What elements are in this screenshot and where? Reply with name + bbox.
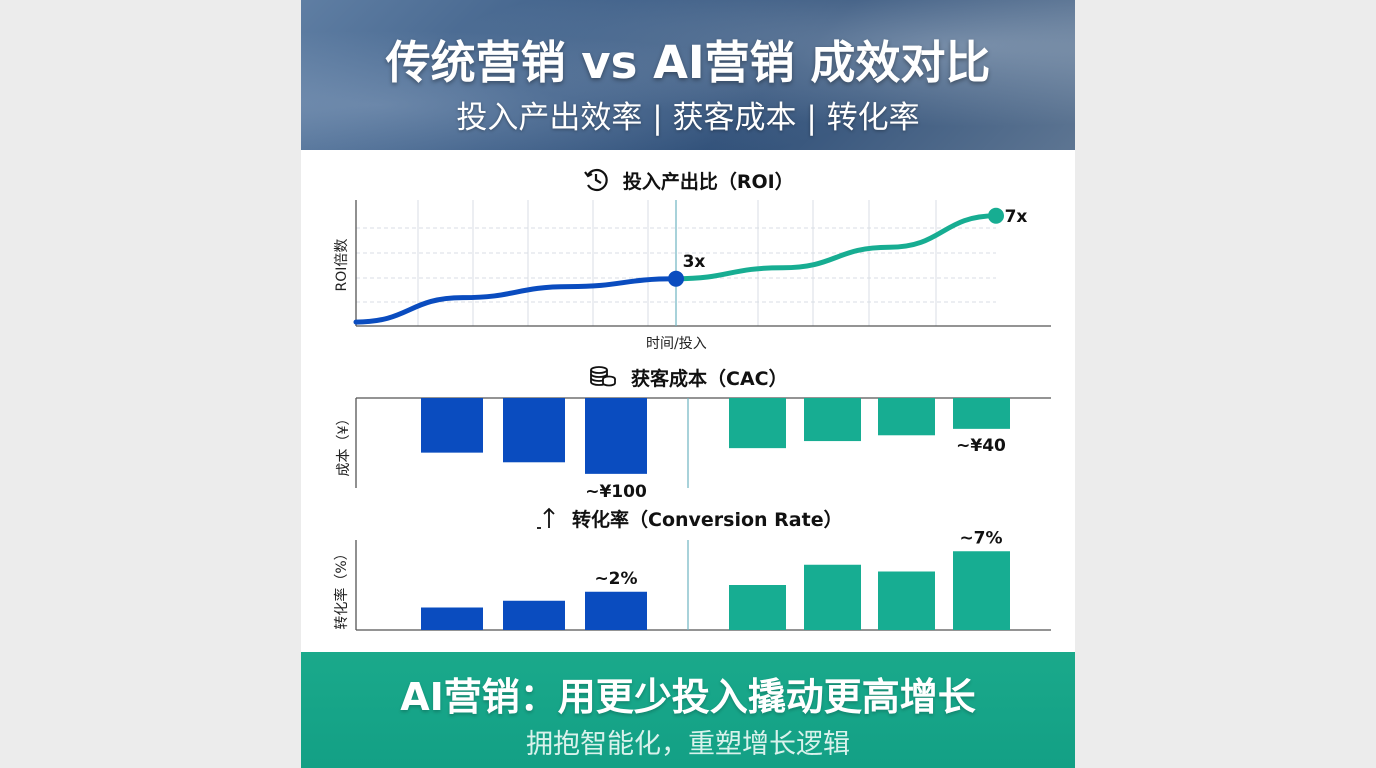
roi-chart-title-row: 投入产出比（ROI） — [301, 166, 1075, 199]
cac-ai-bar — [878, 398, 935, 436]
cac-label-40: ~¥40 — [956, 436, 1006, 456]
roi-point-7x — [988, 207, 1004, 224]
roi-ai-line — [673, 213, 999, 282]
roi-y-axis-label: ROI倍数 — [334, 238, 350, 292]
roi-label-3x: 3x — [683, 252, 706, 272]
roi-traditional-line — [353, 276, 679, 325]
conversion-y-axis-label: 转化率（%） — [334, 546, 350, 630]
header-banner — [301, 0, 1075, 150]
page-title: 传统营销 vs AI营销 成效对比 — [385, 36, 991, 89]
conversion-bar-chart: ~2% ~7% — [355, 528, 1051, 631]
roi-line-chart: 3x 7x — [353, 200, 1051, 327]
footer-banner: AI营销：用更少投入撬动更高增长 拥抱智能化，重塑增长逻辑 — [301, 652, 1075, 768]
conversion-chart-title: 转化率（Conversion Rate） — [572, 509, 843, 531]
conv-traditional-bar — [421, 607, 483, 630]
conv-label-7: ~7% — [959, 528, 1002, 548]
conv-ai-bar — [878, 571, 935, 630]
conversion-chart-title-row: 转化率（Conversion Rate） — [301, 505, 1075, 536]
cac-bar-chart: ~¥100 ~¥40 — [355, 397, 1051, 502]
up-arrow-icon — [533, 505, 559, 536]
cac-chart-title: 获客成本（CAC） — [631, 368, 788, 390]
footer-tagline: 拥抱智能化，重塑增长逻辑 — [526, 729, 850, 760]
conv-ai-bar — [729, 585, 786, 630]
cac-traditional-bar — [421, 398, 483, 453]
roi-x-axis-label: 时间/投入 — [646, 336, 707, 352]
conv-ai-bar — [953, 551, 1010, 630]
footer-slogan: AI营销：用更少投入撬动更高增长 — [400, 675, 976, 719]
cac-chart-title-row: 获客成本（CAC） — [301, 364, 1075, 395]
cac-traditional-bar — [585, 398, 647, 474]
conv-label-2: ~2% — [594, 569, 637, 589]
roi-point-3x — [668, 270, 684, 287]
cac-label-100: ~¥100 — [585, 482, 647, 502]
cac-traditional-bar — [503, 398, 565, 463]
cac-ai-bar — [953, 398, 1010, 429]
infographic-poster: 传统营销 vs AI营销 成效对比 投入产出效率 | 获客成本 | 转化率 投入… — [301, 0, 1075, 768]
page-subtitle: 投入产出效率 | 获客成本 | 转化率 — [456, 100, 920, 136]
roi-chart-title: 投入产出比（ROI） — [622, 171, 794, 193]
cac-ai-bar — [729, 398, 786, 449]
clock-arrow-icon — [582, 166, 610, 199]
conv-traditional-bar — [585, 591, 647, 630]
cac-y-axis-label: 成本（¥） — [336, 411, 352, 477]
roi-label-7x: 7x — [1005, 207, 1028, 227]
conv-traditional-bar — [503, 600, 565, 630]
right-background — [1075, 0, 1376, 768]
left-background — [0, 0, 301, 768]
conv-ai-bar — [804, 564, 861, 630]
coin-stack-icon — [588, 364, 618, 395]
cac-ai-bar — [804, 398, 861, 442]
